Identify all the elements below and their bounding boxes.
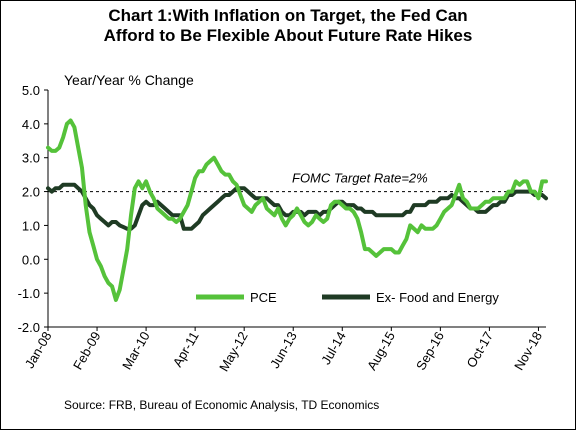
x-tick-label: Apr-11 bbox=[170, 329, 202, 369]
target-rate-annotation: FOMC Target Rate=2% bbox=[292, 171, 428, 186]
y-tick-label: 5.0 bbox=[22, 83, 40, 98]
x-tick-label: Sep-16 bbox=[413, 329, 447, 373]
chart-title: Chart 1:With Inflation on Target, the Fe… bbox=[0, 6, 576, 46]
x-tick-label: Mar-10 bbox=[119, 329, 153, 372]
y-axis-label: Year/Year % Change bbox=[64, 72, 194, 88]
x-tick-label: Oct-17 bbox=[464, 329, 496, 370]
legend-pce-label: PCE bbox=[250, 290, 277, 305]
x-tick-label: Jan-08 bbox=[22, 329, 55, 371]
y-tick-label: 3.0 bbox=[22, 151, 40, 166]
chart-title-line-2: Afford to Be Flexible About Future Rate … bbox=[103, 26, 473, 45]
x-tick-label: Jun-13 bbox=[267, 329, 300, 371]
y-tick-label: 0.0 bbox=[22, 252, 40, 267]
y-tick-label: 2.0 bbox=[22, 185, 40, 200]
y-tick-label: 1.0 bbox=[22, 218, 40, 233]
legend-core-label: Ex- Food and Energy bbox=[376, 290, 499, 305]
source-note: Source: FRB, Bureau of Economic Analysis… bbox=[64, 398, 380, 412]
chart-title-line-1: Chart 1:With Inflation on Target, the Fe… bbox=[108, 6, 468, 25]
x-tick-label: Jul-14 bbox=[318, 329, 349, 367]
y-tick-label: -2.0 bbox=[18, 320, 40, 335]
x-tick-label: Feb-09 bbox=[70, 329, 104, 372]
series-line-pce bbox=[46, 118, 548, 302]
x-tick-label: Nov-18 bbox=[511, 329, 545, 373]
y-tick-label: 4.0 bbox=[22, 117, 40, 132]
x-tick-label: May-12 bbox=[216, 329, 251, 374]
y-tick-label: -1.0 bbox=[18, 286, 40, 301]
x-tick-label: Aug-15 bbox=[364, 329, 398, 373]
